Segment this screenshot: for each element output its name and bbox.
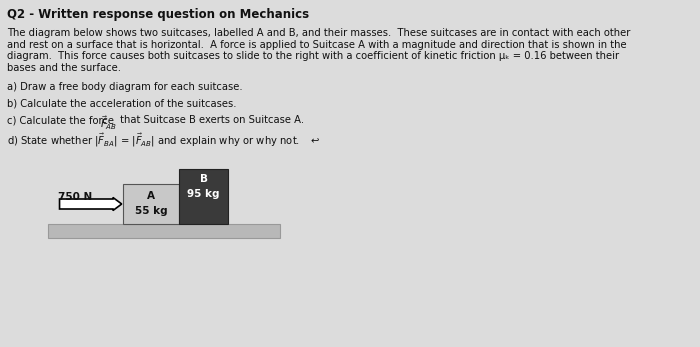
Text: The diagram below shows two suitcases, labelled A and B, and their masses.  Thes: The diagram below shows two suitcases, l… (7, 28, 631, 38)
Text: and rest on a surface that is horizontal.  A force is applied to Suitcase A with: and rest on a surface that is horizontal… (7, 40, 626, 50)
Text: b) Calculate the acceleration of the suitcases.: b) Calculate the acceleration of the sui… (7, 99, 237, 109)
Text: diagram.  This force causes both suitcases to slide to the right with a coeffici: diagram. This force causes both suitcase… (7, 51, 619, 61)
Text: 750 N: 750 N (58, 192, 92, 202)
FancyArrow shape (60, 197, 122, 211)
Text: c) Calculate the force: c) Calculate the force (7, 115, 117, 125)
Bar (179, 169, 228, 224)
Text: 55 kg: 55 kg (134, 206, 167, 216)
Text: bases and the surface.: bases and the surface. (7, 62, 121, 73)
Text: that Suitcase B exerts on Suitcase A.: that Suitcase B exerts on Suitcase A. (118, 115, 304, 125)
Bar (122, 184, 179, 224)
Text: $\vec{F}_{AB}$: $\vec{F}_{AB}$ (100, 115, 117, 132)
Bar (48, 224, 280, 238)
Text: a) Draw a free body diagram for each suitcase.: a) Draw a free body diagram for each sui… (7, 82, 243, 92)
Text: 95 kg: 95 kg (188, 189, 220, 199)
Text: B: B (199, 174, 208, 184)
Text: A: A (147, 191, 155, 201)
Text: d) State whether $|\vec{F}_{BA}|$ = $|\vec{F}_{AB}|$ and explain why or why not.: d) State whether $|\vec{F}_{BA}|$ = $|\v… (7, 132, 321, 149)
Text: Q2 - Written response question on Mechanics: Q2 - Written response question on Mechan… (7, 8, 309, 21)
